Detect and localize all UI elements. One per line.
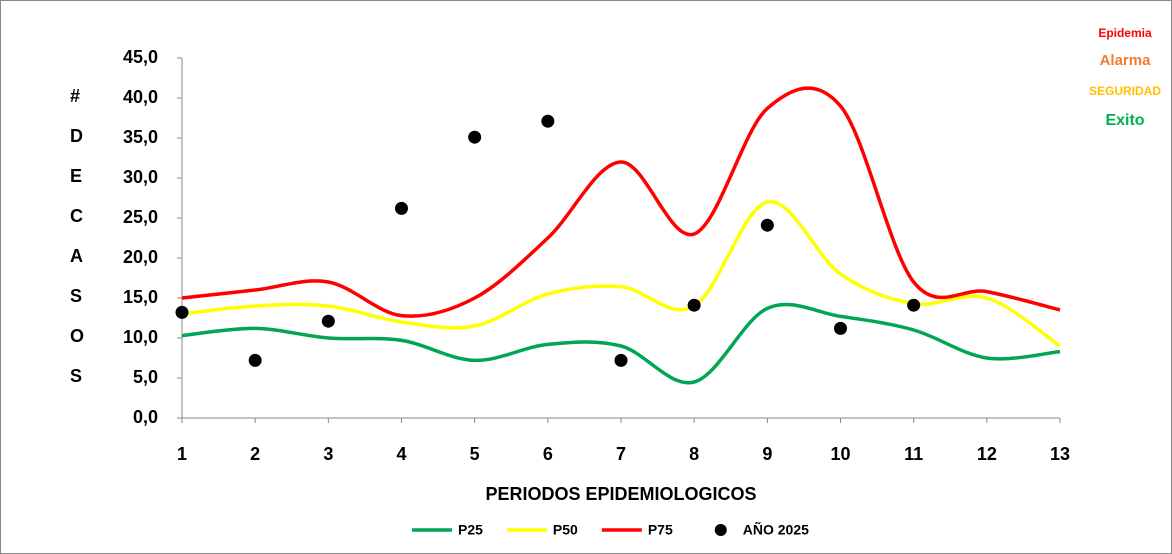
data-point [541,114,555,128]
data-point [468,130,482,144]
x-tick-label: 8 [689,444,699,464]
data-point [687,298,701,312]
annotation: Epidemia [1098,26,1152,40]
legend-label: P50 [553,522,578,538]
y-tick-label: 20,0 [123,247,158,267]
data-point [321,314,335,328]
x-tick-label: 13 [1050,444,1070,464]
x-tick-label: 9 [762,444,772,464]
y-tick-label: 30,0 [123,167,158,187]
legend-label: P75 [648,522,673,538]
legend-item: AÑO 2025 [714,521,809,538]
legend-label: P25 [458,522,483,538]
x-tick-label: 2 [250,444,260,464]
x-tick-label: 12 [977,444,997,464]
series-line [181,86,1061,318]
y-tick-label: 25,0 [123,207,158,227]
data-point [614,353,628,367]
x-tick-label: 3 [323,444,333,464]
data-point [175,305,189,319]
legend-item: P25 [412,522,483,538]
data-point [760,218,774,232]
legend-marker [714,524,727,536]
y-tick-label: 5,0 [133,367,158,387]
x-tick-label: 11 [904,444,923,464]
y-axis-title: # DE CASOS [70,86,88,386]
legend-label: AÑO 2025 [743,521,809,538]
data-point [248,353,262,367]
x-tick-label: 1 [177,444,187,464]
x-tick-label: 7 [616,444,626,464]
x-tick-label: 6 [543,444,553,464]
data-point [834,321,847,335]
data-point [907,298,921,312]
y-tick-label: 10,0 [123,327,158,347]
data-point [395,201,408,215]
legend-item: P50 [506,522,578,538]
y-tick-label: 40,0 [123,87,158,107]
x-tick-label: 4 [396,444,406,464]
y-tick-label: 45,0 [123,47,158,67]
annotation: SEGURIDAD [1089,84,1161,98]
x-tick-label: 10 [830,444,850,464]
annotation: Alarma [1100,52,1152,69]
x-axis-title: PERIODOS EPIDEMIOLOGICOS [485,484,756,504]
x-tick-label: 5 [470,444,480,464]
legend-item: P75 [601,522,673,538]
series-line [181,302,1061,385]
y-tick-label: 0,0 [133,407,158,427]
y-tick-label: 15,0 [123,287,158,307]
y-tick-label: 35,0 [123,127,158,147]
annotation: Exito [1105,112,1144,129]
